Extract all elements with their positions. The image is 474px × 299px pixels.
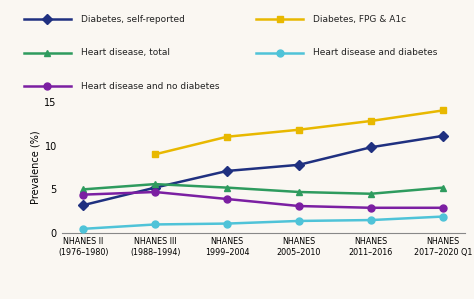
- Y-axis label: Prevalence (%): Prevalence (%): [30, 131, 40, 204]
- Heart disease and no diabetes: [440, 206, 446, 210]
- Text: Heart disease and no diabetes: Heart disease and no diabetes: [81, 82, 219, 91]
- Diabetes, FPG & A1c: [368, 119, 374, 123]
- Heart disease and diabetes: [440, 215, 446, 218]
- Diabetes, self-reported: [440, 134, 446, 138]
- Diabetes, self-reported: [81, 203, 86, 207]
- Diabetes, FPG & A1c: [296, 128, 302, 132]
- Heart disease, total: [440, 186, 446, 189]
- Heart disease, total: [81, 187, 86, 191]
- Heart disease and no diabetes: [224, 197, 230, 201]
- Heart disease and diabetes: [368, 218, 374, 222]
- Diabetes, self-reported: [224, 169, 230, 173]
- Line: Heart disease, total: Heart disease, total: [80, 181, 447, 197]
- Diabetes, FPG & A1c: [224, 135, 230, 138]
- Diabetes, self-reported: [152, 186, 158, 189]
- Heart disease and no diabetes: [81, 193, 86, 196]
- Heart disease, total: [152, 182, 158, 186]
- Line: Heart disease and no diabetes: Heart disease and no diabetes: [80, 189, 447, 211]
- Diabetes, self-reported: [296, 163, 302, 167]
- Heart disease and diabetes: [224, 222, 230, 225]
- Text: Diabetes, FPG & A1c: Diabetes, FPG & A1c: [313, 15, 406, 24]
- Heart disease and no diabetes: [368, 206, 374, 210]
- Heart disease and diabetes: [152, 223, 158, 226]
- Heart disease, total: [368, 192, 374, 196]
- Heart disease and no diabetes: [296, 204, 302, 208]
- Text: Diabetes, self-reported: Diabetes, self-reported: [81, 15, 184, 24]
- Diabetes, FPG & A1c: [152, 152, 158, 156]
- Heart disease, total: [224, 186, 230, 189]
- Heart disease and diabetes: [81, 227, 86, 231]
- Text: Heart disease and diabetes: Heart disease and diabetes: [313, 48, 437, 57]
- Line: Diabetes, FPG & A1c: Diabetes, FPG & A1c: [152, 107, 447, 158]
- Heart disease and no diabetes: [152, 190, 158, 194]
- Heart disease and diabetes: [296, 219, 302, 223]
- Text: Heart disease, total: Heart disease, total: [81, 48, 170, 57]
- Heart disease, total: [296, 190, 302, 194]
- Diabetes, FPG & A1c: [440, 109, 446, 112]
- Line: Diabetes, self-reported: Diabetes, self-reported: [80, 132, 447, 209]
- Line: Heart disease and diabetes: Heart disease and diabetes: [80, 213, 447, 232]
- Diabetes, self-reported: [368, 146, 374, 149]
